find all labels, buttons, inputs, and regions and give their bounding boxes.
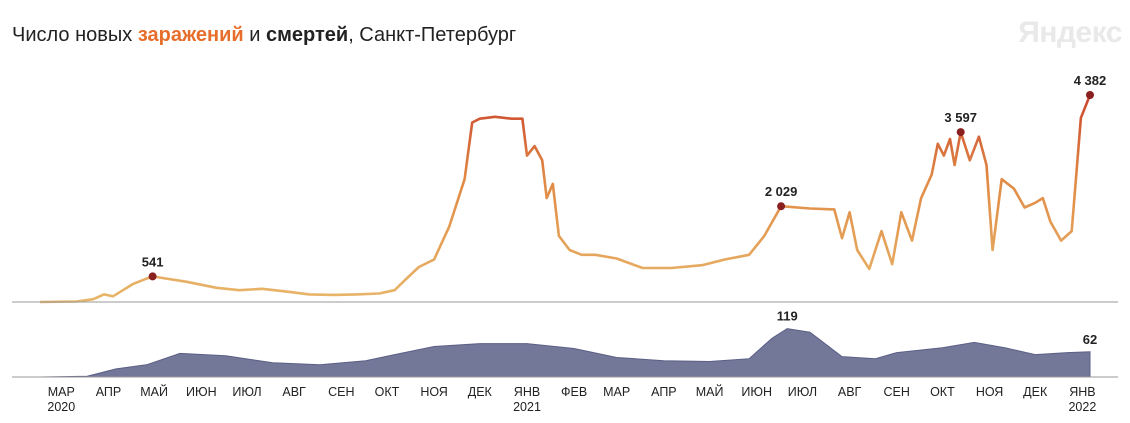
x-tick-label: ОКТ bbox=[375, 385, 400, 399]
infections-peak-label: 4 382 bbox=[1074, 73, 1107, 88]
x-year-label: 2022 bbox=[1068, 400, 1096, 414]
x-tick-label: ОКТ bbox=[930, 385, 955, 399]
x-tick-label: ДЕК bbox=[468, 385, 493, 399]
x-tick-label: НОЯ bbox=[420, 385, 448, 399]
deaths-series bbox=[39, 328, 1091, 378]
x-tick-label: АПР bbox=[96, 385, 122, 399]
chart-title: Число новых заражений и смертей, Санкт-П… bbox=[12, 22, 516, 48]
deaths-area bbox=[39, 328, 1091, 378]
x-tick-label: АВГ bbox=[838, 385, 862, 399]
title-part-3: , Санкт-Петербург bbox=[348, 24, 517, 46]
title-deaths-word: смертей bbox=[265, 24, 349, 46]
deaths-peak-label: 62 bbox=[1083, 332, 1097, 347]
x-tick-label: ФЕВ bbox=[561, 385, 587, 399]
deaths-peak-label: 119 bbox=[777, 309, 798, 324]
x-tick-label: ЯНВ bbox=[1069, 385, 1095, 399]
x-tick-label: МАР bbox=[48, 385, 75, 399]
infections-peak-label: 541 bbox=[142, 254, 164, 269]
x-year-label: 2020 bbox=[47, 400, 75, 414]
x-tick-label: АВГ bbox=[282, 385, 306, 399]
x-tick-label: ИЮЛ bbox=[788, 385, 817, 399]
infections-peak-marker bbox=[148, 272, 157, 281]
infections-peak-marker bbox=[1086, 91, 1094, 99]
x-year-label: 2021 bbox=[513, 400, 541, 414]
infections-line bbox=[39, 94, 1092, 304]
x-tick-label: ДЕК bbox=[1023, 385, 1048, 399]
x-tick-label: МАР bbox=[603, 385, 630, 399]
peak-labels: 541 2 029 3 597 4 382 119 62 bbox=[142, 73, 1107, 347]
x-tick-label: ЯНВ bbox=[514, 385, 540, 399]
infections-peak-label: 3 597 bbox=[944, 110, 977, 125]
x-tick-label: АПР bbox=[651, 385, 677, 399]
infections-peak-marker bbox=[777, 202, 786, 211]
title-part-2: и bbox=[243, 24, 266, 46]
infections-peak-label: 2 029 bbox=[765, 184, 798, 199]
x-tick-label: НОЯ bbox=[976, 385, 1004, 399]
x-tick-label: ИЮН bbox=[186, 385, 217, 399]
title-part-1: Число новых bbox=[12, 24, 138, 46]
x-tick-label: СЕН bbox=[883, 385, 909, 399]
title-infections-word: заражений bbox=[137, 24, 244, 46]
x-tick-label: СЕН bbox=[328, 385, 354, 399]
x-tick-label: МАЙ bbox=[140, 384, 168, 399]
x-tick-label: ИЮН bbox=[741, 385, 772, 399]
x-tick-label: МАЙ bbox=[696, 384, 724, 399]
yandex-logo: Яндекс bbox=[1018, 16, 1122, 49]
infections-peak-marker bbox=[956, 128, 965, 137]
infections-series bbox=[39, 94, 1092, 304]
x-tick-label: ИЮЛ bbox=[232, 385, 261, 399]
